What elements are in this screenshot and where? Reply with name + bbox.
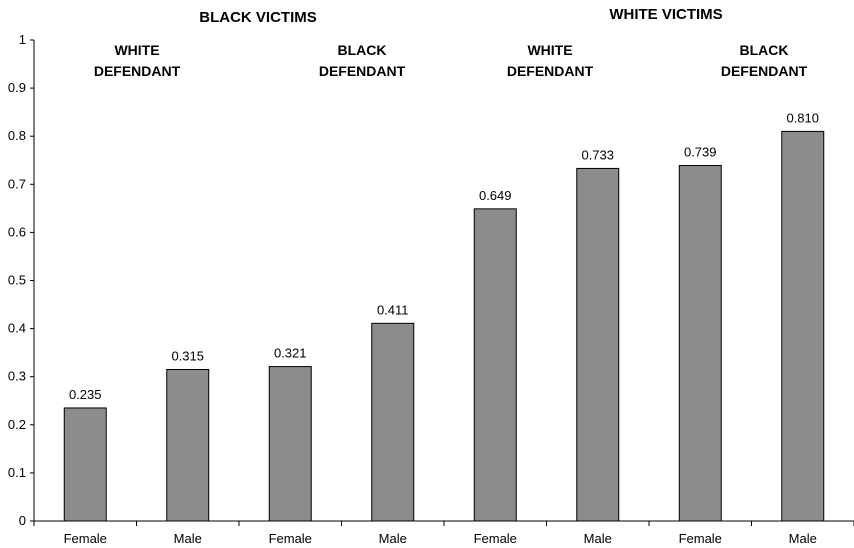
subgroup-label-line1: WHITE — [114, 42, 159, 58]
x-tick-label: Female — [269, 531, 312, 546]
subgroup-label-line1: WHITE — [527, 42, 572, 58]
data-label: 0.321 — [274, 346, 307, 361]
bar — [781, 130, 825, 522]
data-label: 0.649 — [479, 188, 512, 203]
bar — [576, 167, 620, 522]
y-tick-label: 0.4 — [8, 321, 26, 336]
y-tick-label: 1 — [19, 32, 26, 47]
y-tick-label: 0.6 — [8, 224, 26, 239]
subgroup-label-line1: BLACK — [338, 42, 387, 58]
y-tick-label: 0 — [19, 513, 26, 528]
bar — [371, 322, 415, 522]
y-tick-label: 0.5 — [8, 273, 26, 288]
group-label-black-victims: BLACK VICTIMS — [199, 9, 317, 26]
data-label: 0.315 — [171, 348, 204, 363]
group-label-white-victims: WHITE VICTIMS — [609, 6, 722, 23]
bar — [678, 165, 722, 522]
subgroup-label-line2: DEFENDANT — [507, 63, 594, 79]
data-label: 0.810 — [786, 110, 819, 125]
bars: 0.235 Female 0.315 Male 0.321 Female 0.411 Male… — [63, 110, 825, 546]
y-tick-label: 0.2 — [8, 417, 26, 432]
bar — [473, 208, 517, 522]
y-tick-label: 0.1 — [8, 465, 26, 480]
subgroup-label-line2: DEFENDANT — [319, 63, 406, 79]
bar — [166, 368, 210, 522]
y-tick-label: 0.7 — [8, 176, 26, 191]
subgroup-label-line2: DEFENDANT — [721, 63, 808, 79]
data-label: 0.733 — [581, 147, 614, 162]
data-label: 0.235 — [69, 387, 102, 402]
x-tick-label: Male — [789, 531, 817, 546]
subgroup-label-line2: DEFENDANT — [94, 63, 181, 79]
group-labels: BLACK VICTIMS WHITE VICTIMS — [199, 6, 722, 26]
x-tick-label: Male — [584, 531, 612, 546]
y-tick-label: 0.8 — [8, 128, 26, 143]
data-label: 0.739 — [684, 145, 717, 160]
bar — [268, 366, 312, 522]
x-tick-label: Female — [64, 531, 107, 546]
subgroup-labels: WHITE DEFENDANT BLACK DEFENDANT WHITE DE… — [94, 42, 808, 79]
axes: 0 0.1 0.2 0.3 0.4 0.5 0.6 0.7 0.8 0.9 1 — [8, 32, 854, 528]
y-tick-label: 0.9 — [8, 80, 26, 95]
y-tick-label: 0.3 — [8, 369, 26, 384]
x-tick-label: Female — [679, 531, 722, 546]
data-label: 0.411 — [377, 302, 409, 317]
bar — [63, 407, 107, 522]
x-tick-label: Female — [474, 531, 517, 546]
x-tick-label: Male — [379, 531, 407, 546]
subgroup-label-line1: BLACK — [740, 42, 789, 58]
x-tick-label: Male — [174, 531, 202, 546]
